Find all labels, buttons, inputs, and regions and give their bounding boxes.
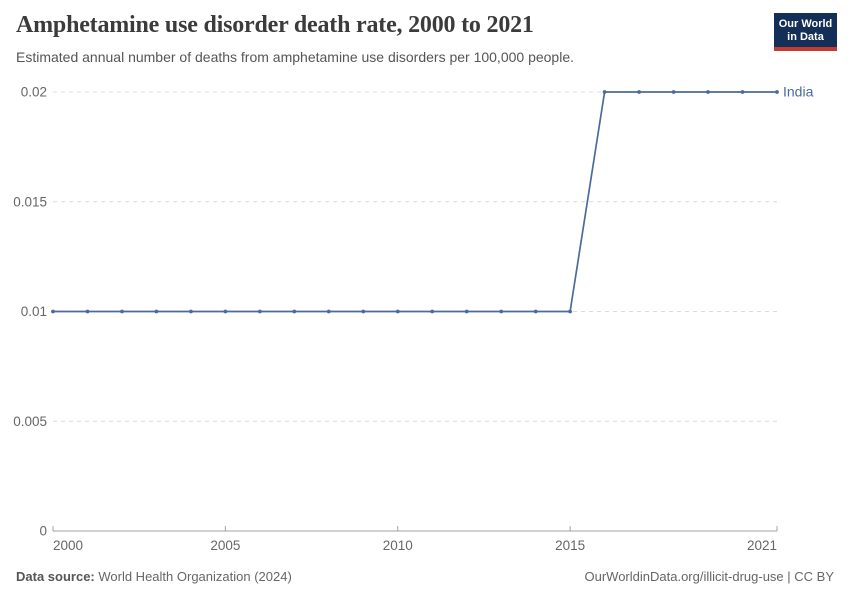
data-point[interactable] bbox=[326, 309, 331, 314]
owid-logo[interactable]: Our World in Data bbox=[774, 13, 837, 51]
y-tick-label: 0.02 bbox=[21, 85, 47, 100]
data-point[interactable] bbox=[361, 309, 366, 314]
y-tick-label: 0.005 bbox=[13, 414, 47, 429]
data-point[interactable] bbox=[533, 309, 538, 314]
data-point[interactable] bbox=[395, 309, 400, 314]
data-point[interactable] bbox=[223, 309, 228, 314]
owid-logo-line2: in Data bbox=[787, 30, 824, 43]
data-source-label: Data source: bbox=[16, 569, 95, 584]
data-point[interactable] bbox=[51, 309, 55, 314]
data-point[interactable] bbox=[292, 309, 297, 314]
data-point[interactable] bbox=[775, 90, 779, 94]
data-source-value: World Health Organization (2024) bbox=[94, 569, 292, 584]
footer-credit-link[interactable]: OurWorldinData.org/illicit-drug-use | CC… bbox=[584, 569, 835, 584]
data-source: Data source: World Health Organization (… bbox=[16, 569, 292, 584]
data-point[interactable] bbox=[740, 90, 745, 94]
chart-title: Amphetamine use disorder death rate, 200… bbox=[16, 12, 534, 38]
chart-footer: Data source: World Health Organization (… bbox=[16, 569, 834, 584]
data-point[interactable] bbox=[430, 309, 435, 314]
x-tick-label: 2015 bbox=[555, 538, 585, 553]
x-tick-label: 2005 bbox=[210, 538, 240, 553]
data-point[interactable] bbox=[189, 309, 193, 314]
series-label-india[interactable]: India bbox=[783, 84, 814, 100]
y-tick-label: 0.01 bbox=[21, 304, 47, 319]
data-point[interactable] bbox=[602, 90, 607, 94]
data-point[interactable] bbox=[154, 309, 159, 314]
data-point[interactable] bbox=[568, 309, 572, 314]
y-tick-label: 0 bbox=[39, 524, 47, 539]
chart-subtitle: Estimated annual number of deaths from a… bbox=[16, 49, 575, 65]
x-tick-label: 2021 bbox=[747, 538, 777, 553]
data-point[interactable] bbox=[120, 309, 124, 314]
series-line-india[interactable] bbox=[53, 91, 777, 313]
data-point[interactable] bbox=[85, 309, 90, 314]
data-point[interactable] bbox=[464, 309, 469, 314]
data-point[interactable] bbox=[671, 90, 676, 94]
data-point[interactable] bbox=[706, 90, 710, 94]
x-tick-label: 2000 bbox=[53, 538, 83, 553]
y-tick-label: 0.015 bbox=[13, 194, 47, 209]
data-point[interactable] bbox=[499, 309, 504, 314]
data-point[interactable] bbox=[637, 90, 641, 94]
data-point[interactable] bbox=[258, 309, 262, 314]
owid-logo-line1: Our World bbox=[778, 18, 833, 30]
x-tick-label: 2010 bbox=[383, 538, 413, 553]
